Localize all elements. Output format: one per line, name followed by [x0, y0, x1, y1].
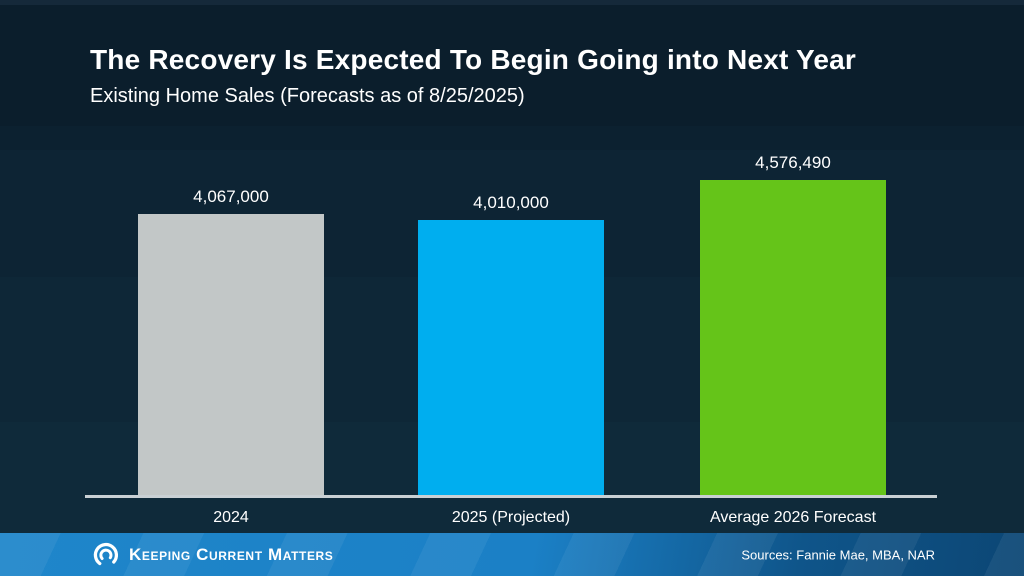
brand-logo: Keeping Current Matters	[92, 541, 333, 569]
x-axis-line	[85, 495, 937, 498]
page-title: The Recovery Is Expected To Begin Going …	[90, 44, 856, 75]
page-subtitle: Existing Home Sales (Forecasts as of 8/2…	[90, 85, 525, 107]
sources-text: Sources: Fannie Mae, MBA, NAR	[741, 547, 935, 562]
footer-bar: Keeping Current Matters Sources: Fannie …	[0, 533, 1024, 576]
bar-2026-forecast	[700, 180, 886, 495]
bar-group-2026-forecast: 4,576,490	[700, 153, 886, 495]
bar-2024	[138, 214, 324, 495]
x-axis-label-2024: 2024	[213, 509, 249, 526]
bar-2025-projected	[418, 220, 604, 495]
bar-value-label: 4,576,490	[755, 153, 831, 172]
bar-value-label: 4,010,000	[473, 193, 549, 212]
bar-value-label: 4,067,000	[193, 187, 269, 206]
bar-group-2024: 4,067,000	[138, 187, 324, 495]
brand-name: Keeping Current Matters	[129, 544, 334, 564]
x-axis-label-2026-forecast: Average 2026 Forecast	[709, 509, 877, 526]
kcm-swirl-icon	[93, 542, 119, 565]
bar-group-2025-projected: 4,010,000	[418, 193, 604, 495]
x-axis-label-2025-projected: 2025 (Projected)	[451, 509, 571, 526]
